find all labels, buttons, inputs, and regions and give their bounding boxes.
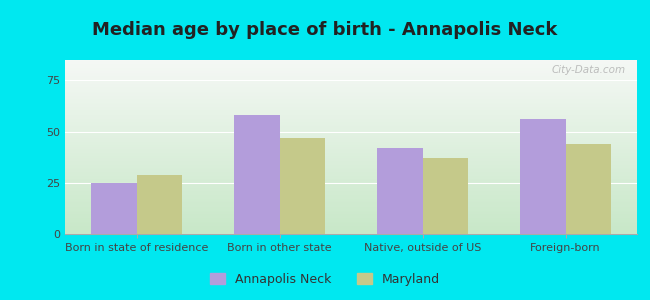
Bar bbox=[520, 119, 566, 234]
Bar bbox=[422, 158, 468, 234]
Bar bbox=[91, 183, 136, 234]
Legend: Annapolis Neck, Maryland: Annapolis Neck, Maryland bbox=[205, 268, 445, 291]
Bar bbox=[280, 138, 325, 234]
Bar bbox=[234, 115, 280, 234]
Bar bbox=[136, 175, 182, 234]
Bar bbox=[377, 148, 423, 234]
Text: City-Data.com: City-Data.com bbox=[551, 65, 625, 75]
Text: Median age by place of birth - Annapolis Neck: Median age by place of birth - Annapolis… bbox=[92, 21, 558, 39]
Bar bbox=[566, 144, 611, 234]
